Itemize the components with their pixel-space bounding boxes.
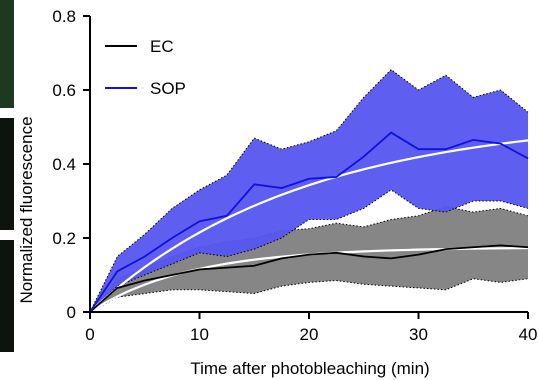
sop-legend-label: SOP [150,79,186,98]
x-tick-label: 20 [300,325,319,344]
ec-band-lower-edge [89,278,529,313]
y-tick-label: 0.8 [52,7,76,26]
ec-mean-line [89,244,529,313]
micrograph-fragment-bottom [0,240,14,352]
series-lines [89,131,529,313]
y-tick-label: 0.2 [52,229,76,248]
sop-band [90,69,528,313]
x-axis-label: Time after photobleaching (min) [190,359,429,378]
y-axis-label: Normalized fluorescence [17,116,36,303]
x-tick-label: 40 [519,325,538,344]
x-tick-label: 30 [409,325,428,344]
ec-legend-label: EC [150,37,174,56]
y-tick-label: 0.6 [52,81,76,100]
micrograph-fragment-middle [0,118,14,230]
y-tick-label: 0.4 [52,155,76,174]
sop-fit-curve [89,139,529,313]
ec-band [90,206,528,312]
confidence-bands [89,68,529,313]
axes: 0 0.2 0.4 0.6 0.8 0 10 20 30 40 [52,7,537,344]
sop-mean-line [89,131,529,313]
micrograph-fragment-top [0,0,14,108]
x-tick-label: 10 [190,325,209,344]
legend: EC SOP [105,37,186,98]
y-tick-label: 0 [67,303,76,322]
x-tick-label: 0 [85,325,94,344]
